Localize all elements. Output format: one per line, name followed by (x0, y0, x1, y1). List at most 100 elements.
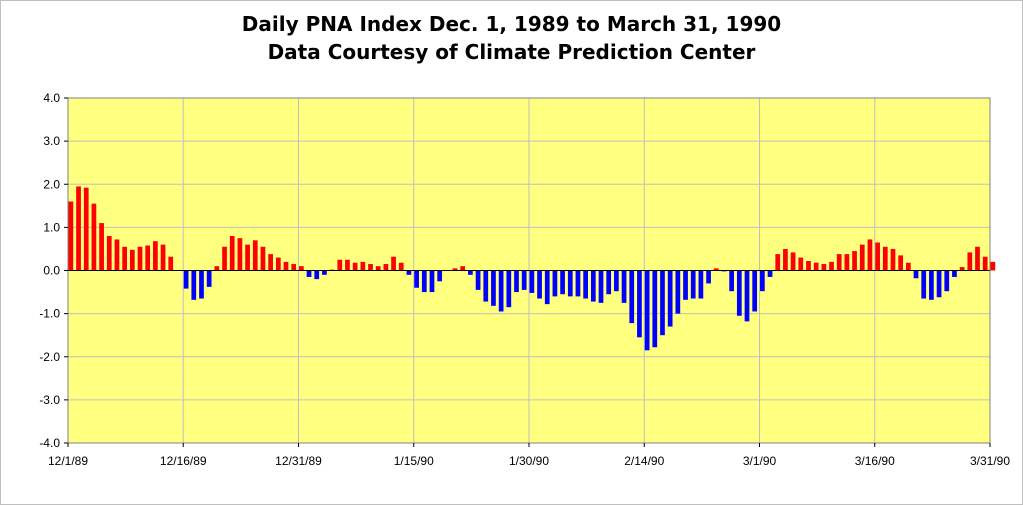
bar (675, 270, 681, 314)
bar (483, 270, 489, 302)
x-tick-label: 3/31/90 (970, 454, 1010, 468)
bar (637, 270, 642, 338)
y-tick-label: 3.0 (43, 134, 60, 148)
bar (460, 266, 466, 271)
chart-title: Daily PNA Index Dec. 1, 1989 to March 31… (241, 12, 782, 36)
y-tick-label: -1.0 (39, 307, 60, 321)
bar (875, 242, 880, 271)
bar (798, 257, 804, 271)
bar (852, 251, 857, 271)
bar (836, 254, 842, 271)
bar (421, 270, 427, 293)
bar (898, 255, 904, 271)
bar (337, 259, 343, 271)
bar (137, 246, 143, 271)
bar (821, 264, 827, 271)
bar (252, 240, 258, 271)
bar (514, 270, 519, 293)
bar (475, 270, 481, 290)
bar (698, 270, 704, 299)
bar (529, 270, 535, 293)
bar (844, 254, 850, 271)
bar (214, 266, 220, 271)
bar (975, 246, 980, 271)
bar (560, 270, 565, 295)
bar (153, 241, 158, 271)
bar (368, 264, 373, 271)
x-tick-label: 12/31/89 (275, 454, 322, 468)
bar (506, 270, 512, 308)
bar (667, 270, 673, 327)
bar (183, 270, 189, 289)
x-tick-label: 12/1/89 (48, 454, 88, 468)
bar (206, 270, 212, 287)
bar (122, 246, 127, 271)
bar (929, 270, 934, 300)
bar (260, 246, 266, 271)
bar (521, 270, 527, 290)
bar (106, 236, 112, 271)
bar (99, 223, 104, 271)
y-tick-label: -3.0 (39, 393, 60, 407)
bar (775, 254, 781, 271)
bar (683, 270, 688, 300)
bar (275, 257, 281, 271)
bar (91, 203, 97, 271)
bar (76, 186, 81, 271)
bar (383, 264, 389, 271)
bar (990, 261, 996, 271)
x-tick-label: 12/16/89 (160, 454, 207, 468)
bar (268, 254, 273, 271)
y-tick-label: 4.0 (43, 91, 60, 105)
bar (391, 256, 396, 271)
bar (375, 266, 381, 271)
bar (114, 239, 120, 271)
bar (222, 246, 227, 271)
bar (806, 261, 811, 271)
bar (614, 270, 619, 292)
x-axis-ticks: 12/1/89 12/16/89 12/31/89 1/15/90 1/30/90 2/1… (48, 443, 1010, 468)
bar (498, 270, 504, 312)
bar (245, 244, 250, 271)
bar (652, 270, 658, 348)
bar (429, 270, 435, 293)
bar (829, 261, 834, 271)
bar (567, 270, 573, 297)
bar (414, 270, 419, 288)
chart-subtitle: Data Courtesy of Climate Prediction Cent… (267, 40, 756, 64)
bar (621, 270, 627, 303)
bar (168, 256, 174, 271)
bar (237, 238, 243, 271)
bar (145, 245, 151, 271)
bar (629, 270, 635, 324)
bar (360, 261, 366, 271)
bar (437, 270, 443, 282)
x-tick-label: 1/30/90 (509, 454, 549, 468)
bar (905, 262, 911, 271)
bar (590, 270, 596, 302)
bar (882, 246, 888, 271)
bar (606, 270, 612, 295)
bar (452, 268, 458, 271)
bar (859, 244, 865, 271)
bar (767, 270, 773, 277)
bar (299, 266, 304, 271)
bar (468, 270, 473, 275)
bar (322, 270, 327, 275)
chart-title-block: Daily PNA Index Dec. 1, 1989 to March 31… (0, 10, 1023, 66)
bar (644, 270, 650, 351)
bar (790, 252, 796, 271)
bar (783, 248, 788, 271)
bar (345, 259, 350, 271)
y-axis-ticks: 4.0 3.0 2.0 1.0 0.0 -1.0 -2.0 -3.0 -4.0 (39, 91, 68, 450)
bar (398, 262, 404, 271)
bar (552, 270, 558, 297)
bar (68, 201, 74, 271)
bar (352, 262, 358, 271)
bar (129, 249, 135, 271)
bar (959, 267, 965, 271)
bar (314, 270, 320, 280)
bar (598, 270, 604, 303)
bar (921, 270, 927, 299)
bar (944, 270, 950, 292)
